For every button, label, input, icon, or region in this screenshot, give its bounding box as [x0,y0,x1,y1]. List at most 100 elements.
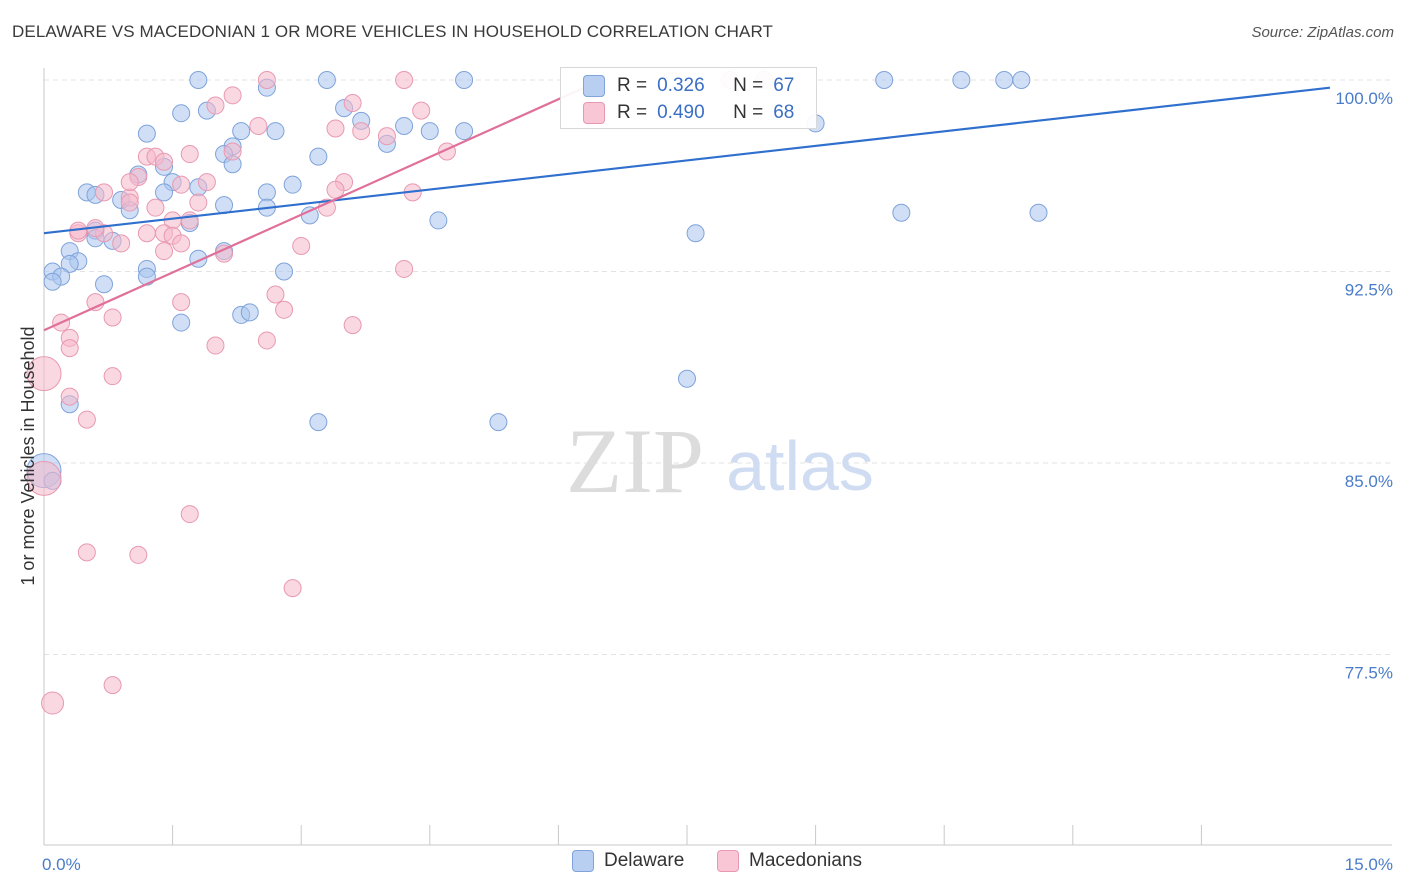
y-tick-label-3: 77.5% [1345,664,1393,683]
macedonian-point-46 [103,308,122,327]
macedonian-point-58 [180,505,199,524]
delaware-point-13 [137,124,156,143]
delaware-point-58 [240,303,259,322]
x-tick-label-0: 0.0% [42,855,81,874]
legend-macedonian-swatch [717,850,739,872]
macedonian-point-25 [120,193,139,212]
stats-row-macedonian: R = 0.490 N = 68 [583,101,794,125]
macedonian-point-10 [352,122,371,141]
macedonian-point-17 [155,152,174,171]
macedonian-trendline [43,78,602,332]
series-legend: Delaware Macedonians [0,850,1406,880]
chart-source: Source: ZipAtlas.com [1251,24,1394,41]
delaware-point-61 [678,369,696,388]
delaware-n-value: 67 [773,75,795,96]
macedonian-point-42 [395,259,414,278]
legend-item-macedonian[interactable]: Macedonians [717,850,862,872]
delaware-n-label: N = [733,75,764,96]
delaware-point-37 [892,203,911,222]
macedonian-point-54 [103,367,122,386]
delaware-point-40 [429,211,448,230]
macedonian-point-26 [189,193,208,212]
macedonian-point-60 [129,545,148,564]
macedonian-point-1 [395,71,414,89]
macedonian-point-6 [206,96,225,115]
macedonian-point-4 [223,86,242,105]
x-tick-label-1: 15.0% [1345,855,1393,874]
y-tick-label-2: 85.0% [1345,472,1393,491]
stats-row-delaware: R = 0.326 N = 67 [583,74,794,98]
legend-item-delaware[interactable]: Delaware [572,850,684,872]
delaware-point-49 [60,254,79,273]
macedonian-point-62 [103,676,122,695]
axes [43,68,1392,846]
y-tick-label-1: 92.5% [1345,281,1393,300]
delaware-point-44 [686,224,705,243]
macedonian-point-61 [283,579,302,598]
macedonian-point-37 [172,234,191,253]
delaware-point-1 [317,71,336,89]
delaware-point-5 [995,71,1014,89]
delaware-point-14 [232,122,251,141]
delaware-point-55 [95,275,114,294]
delaware-point-15 [266,122,285,141]
delaware-point-30 [155,183,174,202]
macedonian-point-55 [60,387,79,406]
delaware-point-21 [309,147,328,166]
macedonian-point-50 [257,331,276,350]
delaware-point-63 [489,413,508,432]
delaware-point-62 [309,413,328,432]
macedonian-point-51 [206,336,225,355]
macedonian-point-40 [155,242,174,261]
macedonian-point-29 [180,211,199,230]
macedonian-point-8 [249,116,268,135]
delaware-point-2 [455,71,474,89]
delaware-trendline [43,86,1331,235]
tick-labels: 100.0% 92.5% 85.0% 77.5% 0.0% 15.0% [42,89,1393,874]
macedonian-point-48 [343,316,362,335]
macedonian-point-52 [60,339,79,358]
macedonian-point-21 [172,175,191,194]
macedonian-r-label: R = [617,102,648,123]
macedonian-point-11 [377,127,396,146]
macedonian-point-67 [120,173,139,192]
delaware-point-9 [172,104,191,123]
delaware-point-66 [395,116,414,135]
legend-delaware-label: Delaware [604,850,685,871]
delaware-r-value: 0.326 [657,75,705,96]
legend-delaware-swatch [572,850,594,872]
macedonian-point-23 [95,183,114,202]
macedonian-point-53 [26,356,62,392]
delaware-point-6 [1012,71,1031,89]
legend-macedonian-label: Macedonians [749,850,863,871]
macedonian-point-43 [266,285,285,304]
gridlines [44,79,1392,655]
delaware-point-0 [189,71,208,89]
macedonian-point-27 [146,198,165,217]
macedonian-r-value: 0.490 [657,102,705,123]
chart-title: DELAWARE VS MACEDONIAN 1 OR MORE VEHICLE… [12,22,773,41]
watermark-zip: ZIP [566,410,704,512]
delaware-point-56 [43,272,62,291]
delaware-point-3 [875,71,894,89]
macedonian-point-38 [112,234,131,253]
macedonian-points [26,71,774,715]
y-axis-title: 1 or more Vehicles in Household [18,326,38,585]
delaware-swatch [583,75,605,97]
macedonian-point-0 [257,71,276,89]
delaware-point-16 [420,122,439,141]
delaware-point-53 [275,262,294,281]
macedonian-point-9 [326,119,345,138]
delaware-points [26,71,1048,490]
macedonian-point-12 [223,142,242,161]
macedonian-point-65 [292,236,311,255]
macedonian-swatch [583,102,605,124]
macedonian-point-64 [275,300,294,319]
watermark-atlas: atlas [726,427,874,505]
macedonian-point-19 [197,173,216,192]
macedonian-n-label: N = [733,102,764,123]
macedonian-point-56 [77,410,96,429]
delaware-point-26 [283,175,302,194]
trendlines [43,78,1331,332]
